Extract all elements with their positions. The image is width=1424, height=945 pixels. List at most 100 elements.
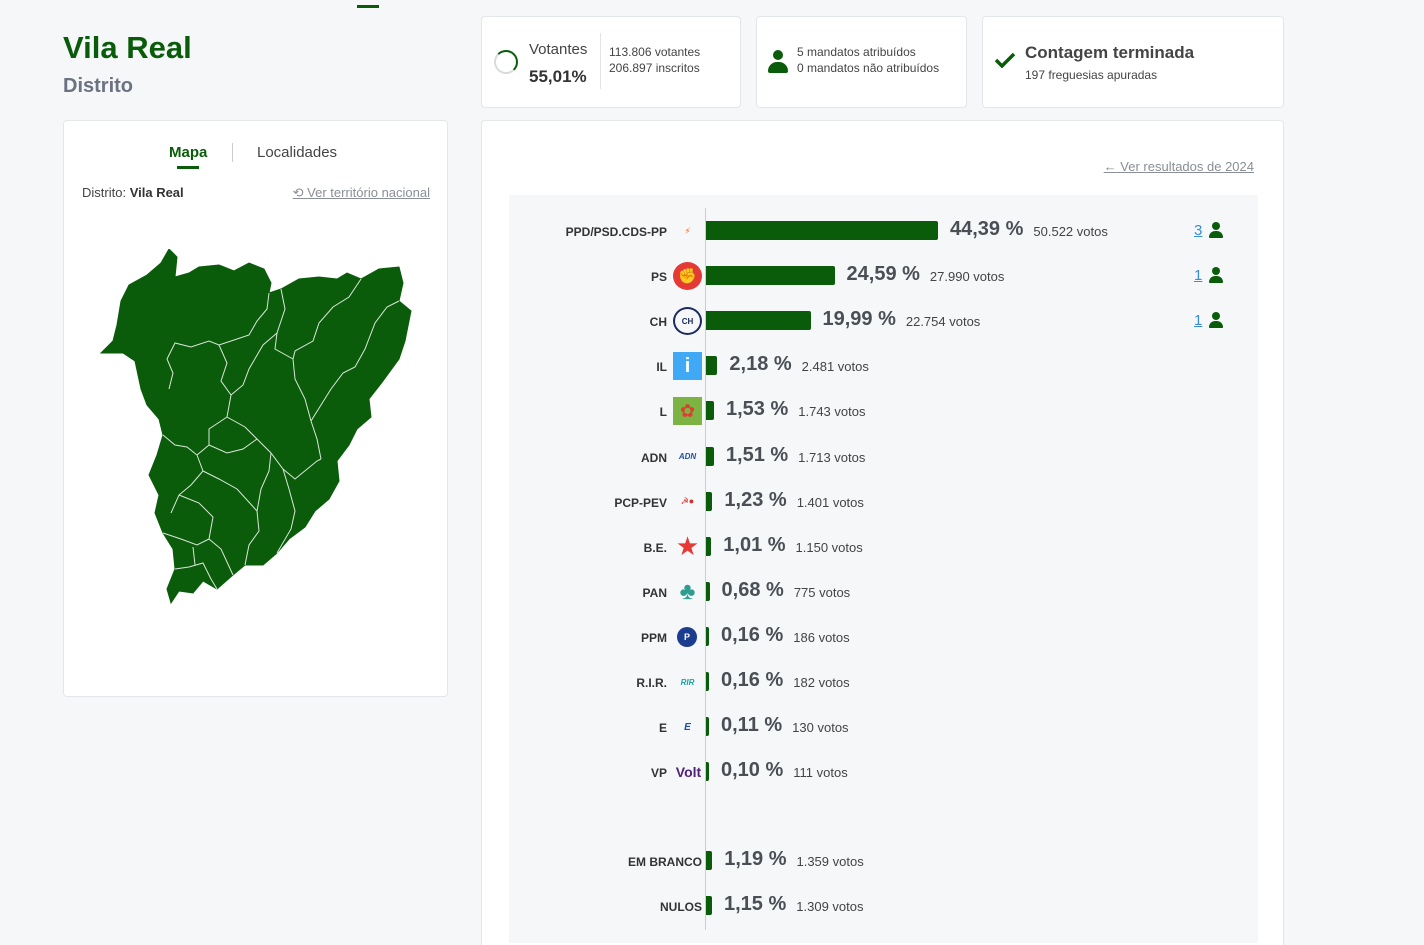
- party-row: PPM P 0,16 % 186 votos: [482, 620, 1285, 654]
- party-votes: 775 votos: [793, 584, 851, 600]
- volt-logo: Volt: [675, 764, 702, 781]
- party-name: PPM: [640, 630, 667, 645]
- result-bar: [706, 851, 713, 870]
- check-icon: [994, 52, 1016, 68]
- seats-link[interactable]: 3: [1194, 222, 1203, 239]
- party-percentage: 1,01 %: [723, 533, 786, 556]
- previous-results-label: Ver resultados de 2024: [1120, 159, 1254, 174]
- result-bar: [706, 626, 709, 646]
- party-votes: 1.359 votos: [796, 854, 864, 869]
- mandates-card: 5 mandatos atribuídos 0 mandatos não atr…: [756, 16, 967, 108]
- seats-link[interactable]: 1: [1194, 267, 1203, 285]
- result-bar: [706, 672, 709, 691]
- votantes-percentage: 55,01%: [529, 67, 587, 86]
- tab-mapa[interactable]: Mapa: [169, 144, 208, 161]
- person-icon: [1209, 267, 1223, 284]
- national-territory-link[interactable]: ⟲ Ver território nacional: [293, 185, 430, 201]
- party-name: CH: [649, 315, 667, 330]
- tab-localidades[interactable]: Localidades: [257, 144, 338, 161]
- party-row: PCP-PEV ☭● 1,23 % 1.401 votos: [482, 485, 1285, 519]
- national-territory-label: Ver território nacional: [307, 185, 430, 200]
- party-row: ADN ADN 1,51 % 1.713 votos: [482, 440, 1285, 474]
- chart-axis: [705, 208, 706, 930]
- results-chart-area: [509, 195, 1258, 943]
- inscritos-count: 206.897 inscritos: [609, 61, 700, 75]
- be-star-logo: ★: [675, 532, 700, 561]
- result-bar: [706, 581, 710, 601]
- turnout-progress-icon: [494, 50, 518, 74]
- party-votes: 1.401 votos: [796, 494, 864, 510]
- party-percentage: 1,53 %: [725, 398, 789, 421]
- party-name: NULOS: [660, 900, 702, 914]
- party-row: NULOS 1,15 % 1.309 votos: [482, 889, 1285, 923]
- result-bar: [706, 356, 718, 376]
- party-votes: 1.713 votos: [798, 449, 866, 465]
- party-row: B.E. ★ 1,01 % 1.150 votos: [482, 530, 1285, 564]
- party-votes: 1.309 votos: [796, 899, 864, 914]
- ps-fist-logo: ✊: [673, 262, 702, 291]
- party-percentage: 1,23 %: [724, 488, 787, 511]
- count-status-card: Contagem terminada 197 freguesias apurad…: [982, 16, 1284, 108]
- result-bar: [706, 266, 835, 286]
- party-name: R.I.R.: [636, 676, 667, 690]
- party-name: PCP-PEV: [614, 495, 667, 510]
- distrito-prefix: Distrito:: [82, 185, 127, 200]
- pcp-pev-logo: ☭●: [680, 496, 695, 507]
- result-bar: [706, 446, 714, 466]
- livre-poppy-logo: ✿: [673, 397, 702, 426]
- party-percentage: 0,16 %: [721, 623, 784, 646]
- party-name: IL: [656, 360, 667, 375]
- rir-logo: RIR: [680, 677, 695, 687]
- distrito-breadcrumb: Distrito: Vila Real: [82, 185, 184, 200]
- chega-logo: CH: [673, 307, 702, 336]
- district-map[interactable]: [99, 248, 414, 609]
- party-votes: 22.754 votos: [905, 314, 981, 330]
- region-title: Vila Real: [63, 30, 192, 65]
- freguesias-count: 197 freguesias apuradas: [1025, 68, 1158, 82]
- party-name: PPD/PSD.CDS-PP: [565, 225, 667, 239]
- result-bar: [706, 221, 938, 240]
- party-name: ADN: [641, 450, 667, 465]
- party-percentage: 1,51 %: [725, 443, 789, 466]
- party-row: PS ✊ 24,59 % 27.990 votos 1: [482, 259, 1285, 293]
- party-votes: 111 votos: [793, 765, 848, 781]
- result-bar: [706, 762, 709, 782]
- previous-results-link[interactable]: ← Ver resultados de 2024: [1104, 159, 1254, 174]
- party-votes: 27.990 votos: [929, 269, 1005, 285]
- party-percentage: 0,10 %: [721, 759, 784, 782]
- party-percentage: 1,19 %: [724, 848, 787, 870]
- party-votes: 50.522 votos: [1033, 224, 1108, 239]
- party-percentage: 2,18 %: [729, 353, 792, 376]
- results-panel: ← Ver resultados de 2024 PPD/PSD.CDS-PP ⚡…: [481, 120, 1284, 945]
- mandatos-atribuidos: 5 mandatos atribuídos: [797, 45, 916, 59]
- distrito-value: Vila Real: [129, 185, 184, 200]
- il-logo: i: [673, 352, 702, 381]
- result-bar: [706, 717, 709, 737]
- top-nav-indicator: [357, 5, 379, 8]
- result-bar: [706, 896, 712, 915]
- seats-link[interactable]: 1: [1194, 312, 1203, 330]
- party-name: PAN: [642, 585, 667, 600]
- party-percentage: 0,68 %: [721, 578, 784, 601]
- map-panel: Mapa Localidades Distrito: Vila Real ⟲ V…: [63, 120, 448, 697]
- result-bar: [706, 536, 712, 556]
- tab-divider: [232, 143, 233, 162]
- adn-logo: ADN: [678, 452, 697, 461]
- party-name: L: [659, 405, 667, 420]
- result-bar: [706, 401, 714, 421]
- party-percentage: 0,16 %: [721, 669, 784, 691]
- party-percentage: 1,15 %: [724, 893, 787, 915]
- result-bar: [706, 491, 713, 511]
- votantes-label: Votantes: [529, 41, 588, 58]
- divider: [600, 33, 601, 89]
- party-name: PS: [650, 270, 667, 285]
- arrow-left-icon: ←: [1103, 159, 1117, 174]
- party-row: IL i 2,18 % 2.481 votos: [482, 349, 1285, 383]
- votantes-count: 113.806 votantes: [609, 45, 701, 59]
- district-map-svg[interactable]: [99, 248, 414, 609]
- party-votes: 2.481 votos: [801, 359, 869, 375]
- party-votes: 130 votos: [792, 720, 849, 736]
- ergue-te-logo: E: [684, 721, 691, 733]
- count-status-title: Contagem terminada: [1025, 43, 1195, 62]
- person-icon: [1209, 222, 1223, 238]
